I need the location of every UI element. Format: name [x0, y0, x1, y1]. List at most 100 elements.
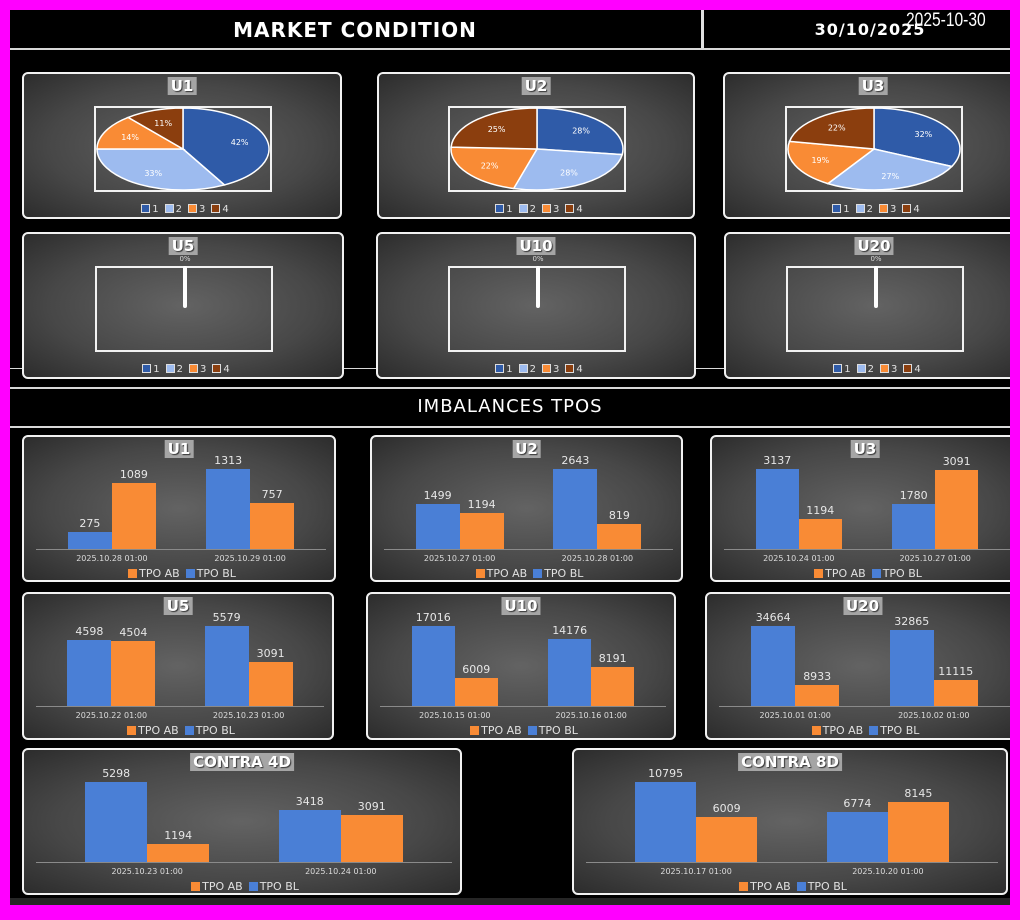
pie-chart-u20: U20 0% 1 2 3 4	[724, 232, 1010, 379]
legend-swatch-tpo-ab	[191, 882, 201, 891]
pie-slice-1	[873, 107, 961, 168]
legend-swatch-4	[211, 204, 221, 213]
bar-value-label: 819	[608, 509, 630, 523]
legend-label: 4	[222, 204, 229, 215]
bar-tpo-ab	[250, 502, 295, 549]
legend-swatch-tpo-bl	[871, 569, 881, 578]
legend-swatch-1	[832, 204, 842, 213]
bar-tpo-ab	[454, 677, 498, 706]
bar-chart-u20: U20 34664 8933 2025.10.01 01:00 32865 11115 20…	[705, 592, 1010, 740]
bar-value-label: 275	[79, 517, 101, 531]
legend-label: 3	[891, 364, 898, 375]
pie-slice-1	[182, 107, 270, 186]
empty-pie-line	[874, 266, 878, 308]
x-axis-line	[586, 862, 998, 863]
legend-swatch-3	[188, 204, 197, 213]
legend-swatch-tpo-ab	[811, 726, 821, 735]
pie-data-label: 32%	[914, 130, 932, 139]
chart-title: U3	[850, 440, 880, 458]
bar-value-label: 34664	[755, 611, 791, 624]
legend-swatch-3	[879, 204, 888, 213]
chart-title: U2	[521, 77, 551, 95]
bar-tpo-ab	[798, 518, 842, 549]
legend-swatch-2	[165, 364, 175, 373]
bottom-strip	[10, 898, 1010, 905]
bar-tpo-bl	[67, 640, 112, 706]
pie-data-label: 42%	[231, 138, 249, 147]
bar-value-label: 1499	[423, 488, 452, 502]
bar-tpo-bl	[892, 503, 936, 549]
x-axis-line	[724, 549, 1010, 550]
bar-tpo-bl	[415, 503, 460, 549]
x-axis-line	[36, 706, 324, 707]
bar-value-label: 4598	[75, 625, 104, 639]
bar-chart-u10: U10 17016 6009 2025.10.15 01:00 14176 8191 202…	[366, 592, 676, 740]
bar-tpo-ab	[248, 661, 293, 706]
legend-swatch-tpo-ab	[739, 882, 749, 891]
bar-tpo-bl	[85, 782, 148, 862]
empty-pie-line	[536, 266, 540, 308]
legend-swatch-4	[903, 364, 913, 373]
legend-label: 4	[913, 204, 920, 215]
legend-label: 2	[176, 364, 183, 375]
page-title: MARKET CONDITION	[233, 18, 477, 42]
legend-label: 2	[175, 204, 182, 215]
legend-label: TPO AB	[202, 880, 243, 893]
legend-label: 4	[914, 364, 921, 375]
bar-tpo-bl	[889, 630, 934, 706]
pie-chart-u1: U1 42% 33% 14% 11% 1 2 3 4	[22, 72, 342, 219]
bar-tpo-ab	[591, 667, 635, 706]
legend-swatch-3	[542, 364, 551, 373]
bar-legend: TPO AB TPO BL	[368, 724, 674, 737]
bar-tpo-ab	[111, 482, 156, 549]
x-axis-line	[36, 549, 326, 550]
bar-tpo-bl	[826, 811, 888, 862]
bar-chart-u2: U2 1499 1194 2025.10.27 01:00 2643 819 2025.10…	[370, 435, 683, 582]
legend-swatch-2	[518, 204, 528, 213]
legend-label: TPO BL	[807, 880, 847, 893]
bar-value-label: 6009	[462, 662, 491, 676]
chart-title: CONTRA 4D	[190, 753, 294, 771]
pie-data-label: 27%	[881, 172, 899, 181]
bar-tpo-ab	[147, 843, 210, 862]
legend-label: TPO AB	[822, 724, 864, 737]
bar-value-label: 17016	[415, 611, 451, 624]
pie-slice-1	[536, 107, 624, 156]
legend-swatch-tpo-ab	[127, 726, 137, 735]
legend-swatch-4	[565, 204, 575, 213]
section-top-line	[10, 387, 1010, 389]
legend-swatch-2	[855, 204, 865, 213]
bar-tpo-ab	[795, 685, 840, 706]
bar-value-label: 1194	[164, 828, 193, 842]
pie-data-label: 19%	[811, 156, 829, 165]
legend-swatch-1	[495, 204, 505, 213]
bar-tpo-ab	[459, 512, 504, 549]
x-tick-label: 2025.10.22 01:00	[75, 711, 148, 720]
legend-swatch-tpo-bl	[869, 726, 879, 735]
legend-swatch-tpo-ab	[470, 726, 480, 735]
bar-tpo-bl	[411, 626, 455, 706]
bar-value-label: 757	[261, 487, 283, 501]
x-tick-label: 2025.10.02 01:00	[898, 711, 970, 720]
x-tick-label: 2025.10.27 01:00	[899, 554, 971, 563]
bar-tpo-ab	[935, 470, 979, 549]
section-bottom-line	[10, 426, 1010, 428]
bar-tpo-ab	[887, 801, 949, 862]
bar-tpo-ab	[696, 817, 758, 862]
pie-data-label: 22%	[481, 161, 499, 170]
pie-slice-3	[787, 140, 877, 185]
bar-value-label: 1089	[119, 467, 148, 481]
x-tick-label: 2025.10.29 01:00	[214, 554, 286, 563]
pie-legend: 1 2 3 4	[379, 204, 693, 215]
pie-data-label: 11%	[154, 119, 172, 128]
bar-legend: TPO AB TPO BL	[24, 724, 332, 737]
legend-label: 1	[506, 364, 513, 375]
bar-value-label: 32865	[894, 615, 930, 629]
legend-label: TPO BL	[259, 880, 299, 893]
section-title: IMBALANCES TPOS	[417, 396, 603, 417]
bar-value-label: 2643	[561, 454, 590, 467]
pie-plot-frame	[448, 106, 626, 192]
pie-plot-frame	[94, 106, 272, 192]
pie-data-label: 25%	[488, 125, 506, 134]
bar-legend: TPO AB TPO BL	[707, 724, 1010, 737]
